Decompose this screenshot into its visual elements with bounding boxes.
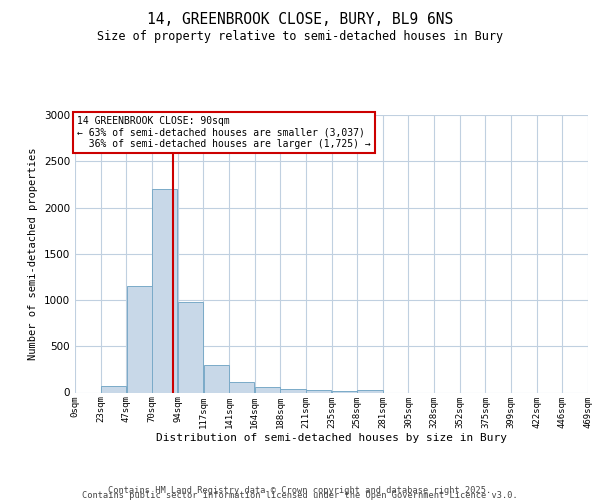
Text: 14 GREENBROOK CLOSE: 90sqm
← 63% of semi-detached houses are smaller (3,037)
  3: 14 GREENBROOK CLOSE: 90sqm ← 63% of semi… — [77, 116, 371, 149]
Text: Contains HM Land Registry data © Crown copyright and database right 2025.: Contains HM Land Registry data © Crown c… — [109, 486, 491, 495]
Bar — [306, 390, 331, 392]
Bar — [101, 386, 126, 392]
Y-axis label: Number of semi-detached properties: Number of semi-detached properties — [28, 148, 38, 360]
Bar — [229, 382, 254, 392]
Text: Contains public sector information licensed under the Open Government Licence v3: Contains public sector information licen… — [82, 491, 518, 500]
Bar — [255, 388, 280, 392]
Text: Size of property relative to semi-detached houses in Bury: Size of property relative to semi-detach… — [97, 30, 503, 43]
Text: 14, GREENBROOK CLOSE, BURY, BL9 6NS: 14, GREENBROOK CLOSE, BURY, BL9 6NS — [147, 12, 453, 28]
Bar — [127, 286, 152, 393]
Bar — [152, 189, 178, 392]
Bar — [203, 365, 229, 392]
Bar — [358, 390, 383, 392]
Bar — [178, 302, 203, 392]
Bar — [332, 390, 357, 392]
X-axis label: Distribution of semi-detached houses by size in Bury: Distribution of semi-detached houses by … — [156, 433, 507, 443]
Bar — [280, 389, 305, 392]
